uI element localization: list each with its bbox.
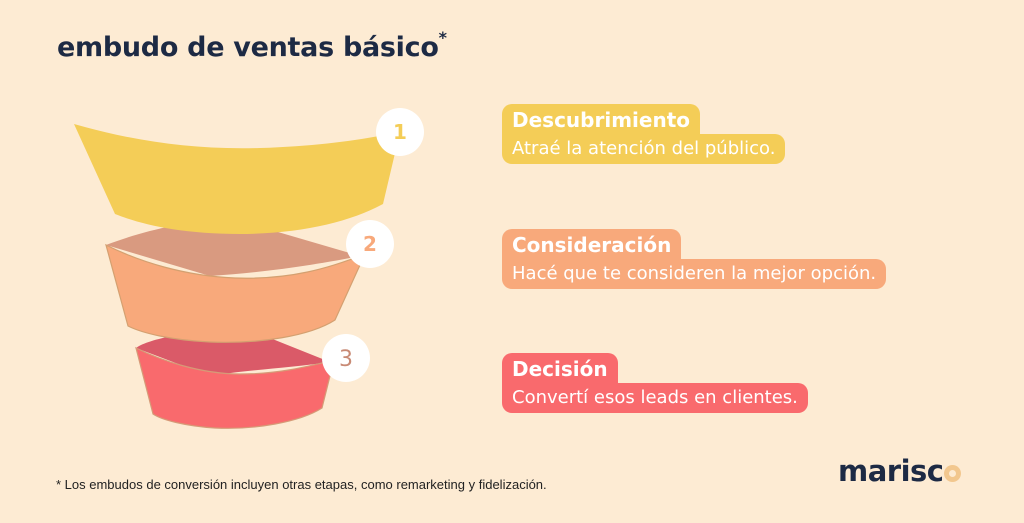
funnel-stage-3-front bbox=[135, 346, 335, 429]
logo: marisc bbox=[838, 454, 962, 488]
stage-2-description: Hacé que te consideren la mejor opción. bbox=[502, 259, 887, 289]
funnel-stage-1 bbox=[74, 124, 400, 234]
funnel-diagram: 1 2 3 bbox=[74, 108, 424, 429]
stage-3-title: Decisión bbox=[502, 353, 618, 383]
page-title: embudo de ventas básico* bbox=[57, 28, 447, 63]
stage-1-description: Atraé la atención del público. bbox=[502, 134, 786, 164]
stage-2-title: Consideración bbox=[502, 229, 682, 259]
stage-2-badge: 2 bbox=[346, 220, 394, 268]
svg-text:3: 3 bbox=[339, 347, 353, 372]
stage-3-badge: 3 bbox=[322, 334, 370, 382]
svg-text:1: 1 bbox=[393, 120, 407, 144]
stage-3-label: Decisión Convertí esos leads en clientes… bbox=[502, 353, 808, 413]
svg-text:2: 2 bbox=[363, 232, 377, 256]
stage-1-badge: 1 bbox=[376, 108, 424, 156]
stage-3-description: Convertí esos leads en clientes. bbox=[502, 383, 808, 413]
logo-o-icon bbox=[944, 465, 962, 482]
footnote: * Los embudos de conversión incluyen otr… bbox=[56, 477, 547, 492]
stage-1-title: Descubrimiento bbox=[502, 104, 700, 134]
stage-1-label: Descubrimiento Atraé la atención del púb… bbox=[502, 104, 786, 164]
funnel-stage-2-back bbox=[106, 218, 360, 276]
stage-2-label: Consideración Hacé que te consideren la … bbox=[502, 229, 887, 289]
